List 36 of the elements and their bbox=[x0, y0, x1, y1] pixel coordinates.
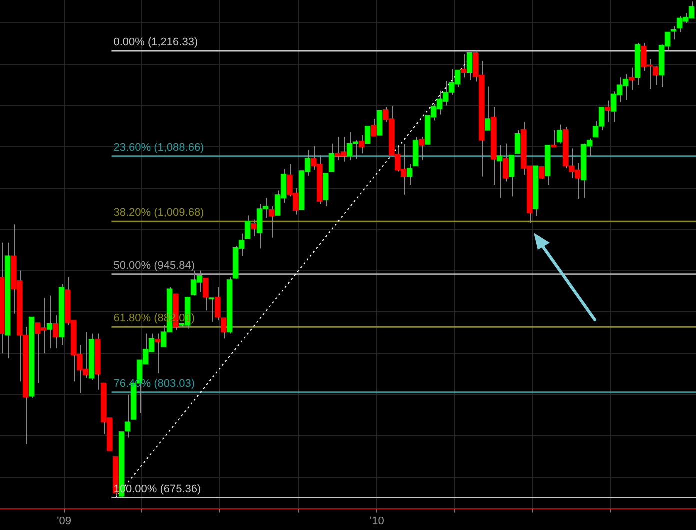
candlestick bbox=[220, 318, 227, 340]
candlestick bbox=[460, 54, 467, 78]
candlestick bbox=[418, 136, 425, 161]
candlestick bbox=[202, 278, 209, 312]
candlestick bbox=[538, 166, 545, 180]
candlestick bbox=[46, 295, 53, 350]
x-tick-label: '09 bbox=[57, 515, 72, 528]
candlestick bbox=[268, 206, 275, 238]
candlestick bbox=[508, 154, 515, 198]
candlestick bbox=[214, 286, 221, 321]
candlestick bbox=[208, 298, 215, 323]
candlestick bbox=[370, 118, 377, 137]
candlestick bbox=[502, 143, 509, 182]
candlestick bbox=[406, 164, 413, 186]
candlestick bbox=[496, 144, 503, 199]
candlestick bbox=[328, 143, 335, 172]
ref-line-label: 0.00% (1,216.33) bbox=[114, 36, 198, 48]
candlestick bbox=[52, 315, 59, 350]
candlestick bbox=[244, 215, 251, 240]
ref-line-label: 23.60% (1,088.66) bbox=[114, 142, 204, 154]
ref-line-label: 50.00% (945.84) bbox=[114, 260, 196, 272]
candlestick bbox=[556, 124, 563, 144]
candlestick bbox=[652, 66, 659, 86]
candlestick bbox=[604, 100, 611, 123]
ref-line-label: 38.20% (1,009.68) bbox=[114, 207, 204, 220]
candlestick bbox=[628, 67, 635, 91]
candlestick bbox=[364, 126, 371, 144]
candlestick bbox=[484, 86, 491, 132]
candlestick bbox=[514, 130, 521, 154]
candlestick bbox=[550, 130, 557, 148]
candlestick bbox=[154, 333, 161, 374]
candlestick bbox=[466, 52, 473, 81]
x-tick-label: '10 bbox=[370, 515, 384, 528]
candlestick bbox=[358, 134, 365, 154]
candlestick bbox=[250, 219, 257, 237]
candlestick bbox=[124, 394, 131, 438]
